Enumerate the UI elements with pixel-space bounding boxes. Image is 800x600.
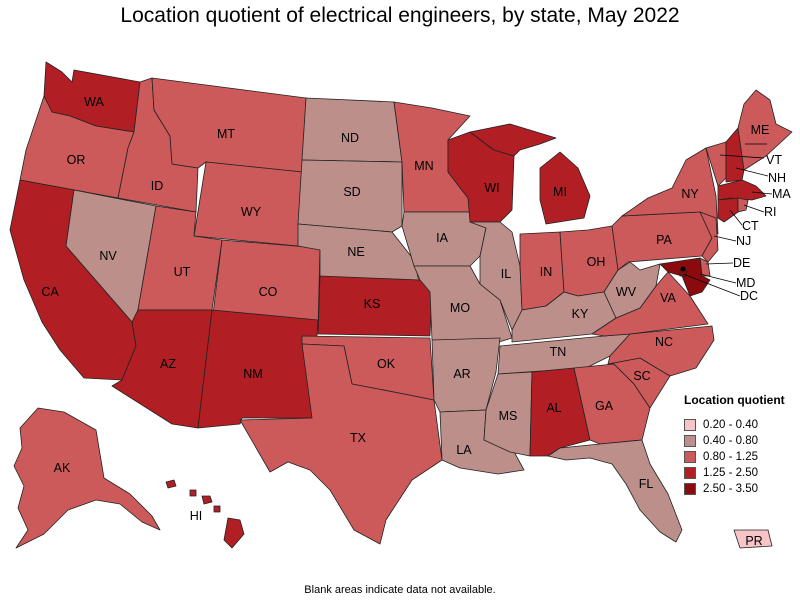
label-MS: MS [499,409,518,423]
legend: Location quotient 0.20 - 0.40 0.40 - 0.8… [684,393,798,497]
state-ME[interactable] [737,89,793,171]
label-ME: ME [751,123,770,137]
label-VA: VA [660,291,676,305]
label-KS: KS [364,297,381,311]
label-VT: VT [766,153,782,167]
label-NM: NM [243,367,262,381]
label-NV: NV [99,249,117,263]
state-AK[interactable] [13,407,161,549]
label-SD: SD [343,185,360,199]
label-MN: MN [414,159,433,173]
label-CA: CA [41,285,59,299]
label-IL: IL [501,267,511,281]
map-title: Location quotient of electrical engineer… [120,4,680,27]
legend-label: 2.50 - 3.50 [703,483,758,495]
label-TN: TN [550,345,567,359]
legend-label: 1.25 - 2.50 [703,467,758,479]
label-KY: KY [572,307,589,321]
label-TX: TX [350,431,367,445]
state-WY[interactable] [193,161,303,247]
legend-title: Location quotient [684,393,785,407]
state-MO[interactable] [413,265,513,345]
state-RI[interactable] [737,197,749,213]
label-MT: MT [217,127,235,141]
legend-item: 0.80 - 1.25 [684,449,798,465]
label-NH: NH [768,171,786,185]
state-CT[interactable] [717,197,739,223]
state-SD[interactable] [297,159,403,233]
label-HI: HI [190,509,203,523]
label-DC: DC [740,289,758,303]
label-MO: MO [450,301,470,315]
state-HI[interactable] [165,479,245,549]
label-CT: CT [742,219,759,233]
label-IA: IA [436,231,448,245]
state-labels: WA OR CA NV ID MT WY UT AZ CO NM ND SD N… [41,95,791,548]
label-NE: NE [347,245,364,259]
label-PR: PR [745,534,762,548]
label-GA: GA [595,399,614,413]
label-UT: UT [174,265,191,279]
state-NM[interactable] [197,309,319,429]
legend-item: 0.40 - 0.80 [684,433,798,449]
label-AK: AK [54,461,71,475]
legend-swatch [684,419,696,431]
legend-swatch [684,435,696,447]
legend-label: 0.80 - 1.25 [703,451,758,463]
legend-item: 0.20 - 0.40 [684,417,798,433]
state-NC[interactable] [607,325,715,377]
state-MA[interactable] [717,179,767,201]
label-NC: NC [655,335,673,349]
legend-label: 0.40 - 0.80 [703,435,758,447]
label-NJ: NJ [736,234,751,248]
label-OH: OH [587,255,606,269]
legend-item: 2.50 - 3.50 [684,481,798,497]
legend-label: 0.20 - 0.40 [703,419,758,431]
legend-item: 1.25 - 2.50 [684,465,798,481]
legend-swatch [684,483,696,495]
state-ND[interactable] [301,97,403,163]
label-SC: SC [633,369,650,383]
label-MD: MD [736,276,755,290]
state-FL[interactable] [547,439,683,543]
label-AL: AL [546,401,561,415]
label-OK: OK [377,357,396,371]
label-AR: AR [453,367,470,381]
state-TX[interactable] [239,343,443,545]
label-MI: MI [553,185,567,199]
label-WA: WA [84,95,104,109]
state-KY[interactable] [511,291,617,343]
label-PA: PA [656,233,672,247]
state-MI[interactable] [469,123,591,225]
label-WV: WV [616,285,637,299]
label-AZ: AZ [160,357,176,371]
label-OR: OR [67,153,86,167]
label-WY: WY [241,205,262,219]
footnote: Blank areas indicate data not available. [304,584,496,596]
label-IN: IN [540,265,553,279]
label-ND: ND [341,131,359,145]
label-DE: DE [733,256,750,270]
legend-swatch [684,451,696,463]
label-MA: MA [772,187,791,201]
state-MT[interactable] [151,77,307,173]
territory-PR[interactable] [733,529,773,549]
legend-swatch [684,467,696,479]
label-ID: ID [151,179,164,193]
label-NY: NY [681,187,699,201]
label-CO: CO [259,285,278,299]
label-LA: LA [456,443,472,457]
state-MD[interactable] [659,257,711,297]
label-FL: FL [639,477,654,491]
label-RI: RI [764,205,777,219]
dc-marker [680,266,686,272]
label-WI: WI [484,181,499,195]
